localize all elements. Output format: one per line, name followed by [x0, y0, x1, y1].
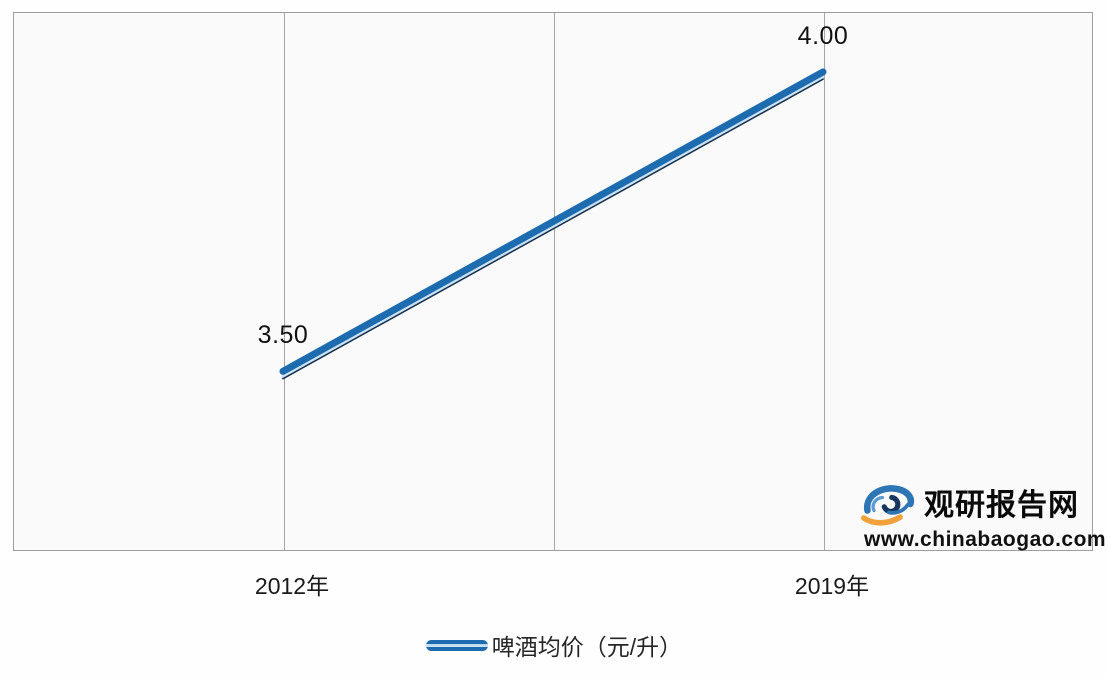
eye-swirl-icon [860, 485, 915, 526]
data-label-2019: 4.00 [797, 21, 849, 50]
vertical-gridline-2012 [284, 13, 285, 550]
vertical-gridline-2019 [824, 13, 825, 550]
data-label-2012: 3.50 [257, 321, 309, 350]
watermark-source-logo: 观研报告网 www.chinabaogao.com [858, 470, 1106, 562]
vertical-gridline-middle [554, 13, 555, 550]
x-axis-label-2012: 2012年 [254, 573, 330, 599]
x-axis-label-2019: 2019年 [794, 573, 870, 599]
legend-line-marker-icon [425, 639, 488, 651]
legend-label: 啤酒均价（元/升） [491, 634, 683, 660]
watermark-site-name: 观研报告网 [924, 489, 1079, 522]
legend: 啤酒均价（元/升） [0, 628, 1108, 662]
watermark-site-url: www.chinabaogao.com [864, 528, 1107, 551]
